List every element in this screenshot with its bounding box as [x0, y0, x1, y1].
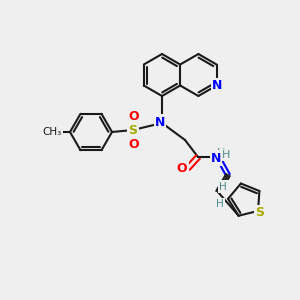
Text: N: N	[211, 152, 221, 164]
Text: H: H	[220, 181, 228, 191]
Text: O: O	[177, 161, 187, 175]
Text: N: N	[212, 79, 223, 92]
Text: N: N	[155, 116, 165, 128]
Text: O: O	[129, 110, 139, 122]
Text: H: H	[216, 199, 224, 209]
Text: CH₃: CH₃	[42, 127, 62, 137]
Text: H: H	[217, 148, 225, 158]
Text: O: O	[129, 137, 139, 151]
Text: S: S	[128, 124, 137, 136]
Text: H: H	[219, 182, 227, 192]
Text: S: S	[256, 206, 265, 219]
Text: H: H	[222, 150, 230, 160]
